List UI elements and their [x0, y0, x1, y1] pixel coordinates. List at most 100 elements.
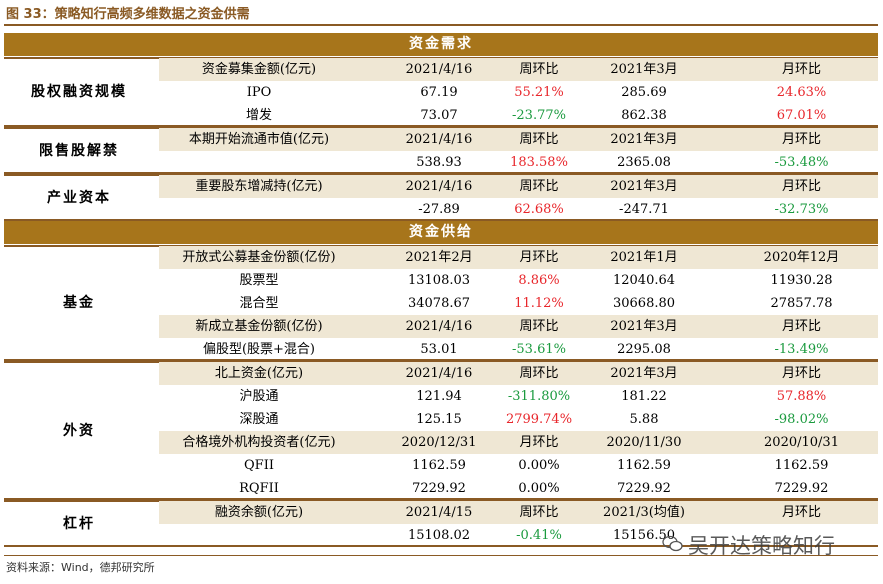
column-header: 2020年12月 — [763, 250, 840, 265]
header-row: 资金募集金额(亿元) 2021/4/16 周环比 2021年3月 月环比 — [159, 58, 878, 81]
header-row: 合格境外机构投资者(亿元) 2020/12/31 月环比 2020/11/30 2020… — [159, 431, 878, 454]
column-header: 2021/4/16 — [405, 319, 473, 334]
table-row: QFII 1162.59 0.00% 1162.59 1162.59 — [159, 454, 878, 477]
top-rule — [4, 24, 878, 26]
table-cell: 862.38 — [621, 108, 667, 123]
table-cell: 股票型 — [239, 273, 279, 288]
table-cell: 7229.92 — [774, 481, 829, 496]
table-cell: 2799.74% — [505, 412, 573, 427]
group-label: 产业资本 — [47, 189, 111, 206]
column-header: 2020/11/30 — [606, 435, 682, 450]
group-label: 限售股解禁 — [39, 142, 119, 159]
table-cell: 62.68% — [514, 202, 564, 217]
column-header: 2021/4/15 — [405, 505, 473, 520]
watermark-text: 吴开达策略知行 — [688, 534, 835, 558]
column-header: 本期开始流通市值(亿元) — [188, 132, 330, 147]
table-cell: -53.48% — [774, 155, 829, 170]
table-cell: 15108.02 — [407, 528, 471, 543]
column-header: 2021年3月 — [610, 132, 678, 147]
table-row: 深股通 125.15 2799.74% 5.88 -98.02% — [159, 408, 878, 431]
section-header: 资金供给 — [4, 221, 878, 244]
column-header: 周环比 — [519, 179, 559, 194]
column-header: 周环比 — [519, 366, 559, 381]
table-cell: 11.12% — [514, 296, 564, 311]
group-label: 股权融资规模 — [31, 84, 127, 100]
table-cell: 53.01 — [420, 342, 458, 357]
table-cell: 11930.28 — [770, 273, 833, 288]
table-cell: -0.41% — [516, 528, 562, 543]
column-header: 重要股东增减持(亿元) — [195, 179, 323, 194]
table-cell: 深股通 — [239, 412, 279, 427]
table-cell: 混合型 — [239, 296, 279, 311]
table-cell: 55.21% — [514, 85, 564, 100]
header-row: 开放式公募基金份额(亿份) 2021年2月 月环比 2021年1月 2020年12月 — [159, 246, 878, 269]
table-row: 538.93 183.58% 2365.08 -53.48% — [159, 151, 878, 174]
table-cell: 7229.92 — [412, 481, 466, 496]
column-header: 开放式公募基金份额(亿份) — [182, 250, 336, 265]
table-cell: 5.88 — [629, 412, 659, 427]
table-cell: -13.49% — [774, 342, 829, 357]
table-cell: 1162.59 — [412, 458, 466, 473]
column-header: 2021年3月 — [610, 179, 678, 194]
figure-title: 图 33：策略知行高频多维数据之资金供需 — [6, 7, 250, 22]
header-row: 重要股东增减持(亿元) 2021/4/16 周环比 2021年3月 月环比 — [159, 175, 878, 198]
source-note: 资料来源：Wind，德邦研究所 — [6, 561, 155, 574]
table-row: 沪股通 121.94 -311.80% 181.22 57.88% — [159, 385, 878, 408]
column-header: 周环比 — [519, 132, 559, 147]
watermark: 吴开达策略知行 — [660, 530, 835, 560]
column-header: 周环比 — [519, 62, 559, 77]
table-cell: 121.94 — [416, 389, 462, 404]
table-cell: -247.71 — [619, 202, 669, 217]
table-cell: 67.01% — [776, 108, 827, 123]
column-header: 2021/4/16 — [405, 62, 473, 77]
table-cell: -98.02% — [774, 412, 829, 427]
column-header: 2021年3月 — [610, 366, 678, 381]
column-header: 月环比 — [519, 435, 559, 450]
table-cell: 24.63% — [776, 85, 827, 100]
column-header: 新成立基金份额(亿份) — [195, 319, 323, 334]
table-cell: 1162.59 — [617, 458, 671, 473]
column-header: 融资余额(亿元) — [214, 505, 304, 520]
header-row: 新成立基金份额(亿份) 2021/4/16 周环比 2021年3月 月环比 — [159, 315, 878, 338]
table-cell — [159, 198, 359, 221]
table-cell: 8.86% — [518, 273, 560, 288]
column-header: 2021/4/16 — [405, 179, 473, 194]
column-header: 2021年3月 — [610, 319, 678, 334]
header-row: 融资余额(亿元) 2021/4/15 周环比 2021/3(均值) 月环比 — [159, 501, 878, 524]
table-row: -27.89 62.68% -247.71 -32.73% — [159, 198, 878, 221]
table-cell: 1162.59 — [774, 458, 829, 473]
table-cell: 538.93 — [416, 155, 462, 170]
column-header: 2021/3(均值) — [603, 505, 685, 520]
table-cell: 57.88% — [776, 389, 827, 404]
table-cell: 2295.08 — [617, 342, 671, 357]
table-cell: 181.22 — [621, 389, 667, 404]
bottom-rule — [4, 555, 878, 556]
group-label: 外资 — [63, 422, 95, 439]
table-cell: -32.73% — [774, 202, 829, 217]
table-cell: 沪股通 — [239, 389, 279, 404]
column-header: 2021/4/16 — [405, 132, 473, 147]
column-header: 月环比 — [781, 179, 821, 194]
header-row: 本期开始流通市值(亿元) 2021/4/16 周环比 2021年3月 月环比 — [159, 128, 878, 151]
column-header: 周环比 — [519, 505, 559, 520]
column-header: 2021年1月 — [610, 250, 678, 265]
column-header: 合格境外机构投资者(亿元) — [182, 435, 336, 450]
column-header: 周环比 — [519, 319, 559, 334]
table-cell: 13108.03 — [407, 273, 471, 288]
wechat-icon — [662, 535, 683, 552]
table-row: IPO 67.19 55.21% 285.69 24.63% — [159, 81, 878, 104]
table-cell — [159, 524, 359, 547]
table-cell: 183.58% — [510, 155, 568, 170]
table-cell — [159, 151, 359, 174]
column-header: 月环比 — [781, 319, 821, 334]
column-header: 2021/4/16 — [405, 366, 473, 381]
table-cell: 285.69 — [621, 85, 667, 100]
table-cell: 偏股型(股票+混合) — [202, 342, 316, 357]
table-cell: -27.89 — [418, 202, 460, 217]
table-cell: 30668.80 — [612, 296, 676, 311]
column-header: 2021年3月 — [610, 62, 678, 77]
header-row: 北上资金(亿元) 2021/4/16 周环比 2021年3月 月环比 — [159, 362, 878, 385]
table-cell: 0.00% — [518, 481, 560, 496]
column-header: 资金募集金额(亿元) — [201, 62, 317, 77]
table-cell: QFII — [244, 458, 274, 473]
